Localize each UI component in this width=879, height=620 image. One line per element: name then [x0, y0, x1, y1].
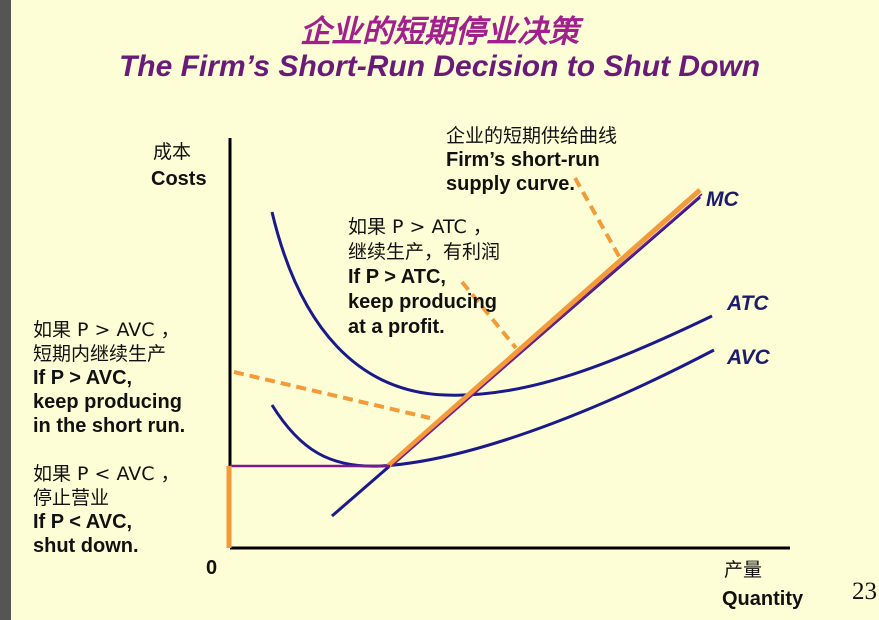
title-chinese: 企业的短期停业决策: [300, 14, 579, 50]
title-english: The Firm’s Short-Run Decision to Shut Do…: [118, 50, 761, 83]
slide-left-border: [0, 0, 11, 620]
profit-annotation-en1: If P > ATC,: [348, 266, 446, 288]
avc-curve: [270, 348, 715, 468]
mc-curve-upper: [391, 193, 703, 467]
shortrun-annotation: 如果 P > AVC ， 短期内继续生产 If P > AVC, keep pr…: [33, 318, 185, 438]
shutdown-annotation-cn1: 如果 P < AVC ，: [33, 463, 180, 485]
profit-annotation: 如果 P > ATC ， 继续生产，有利润 If P > ATC, keep p…: [348, 215, 500, 340]
mc-label: MC: [706, 188, 739, 211]
y-axis-label-en: Costs: [151, 168, 207, 190]
shutdown-annotation-en2: shut down.: [33, 535, 139, 557]
x-axis-label-en: Quantity: [722, 588, 804, 610]
shutdown-annotation: 如果 P < AVC ， 停止营业 If P < AVC, shut down.: [33, 462, 180, 558]
shortrun-annotation-en1: If P > AVC,: [33, 367, 133, 389]
page-number: 23: [852, 578, 877, 605]
atc-curve: [270, 211, 713, 397]
y-axis-label-cn: 成本: [153, 141, 192, 163]
shortrun-annotation-en3: in the short run.: [33, 415, 186, 437]
supply-curve: [386, 188, 702, 468]
profit-annotation-en2: keep producing: [348, 291, 497, 313]
shutdown-annotation-cn2: 停止营业: [33, 487, 110, 509]
profit-annotation-cn1: 如果 P > ATC ，: [348, 216, 492, 238]
shortrun-annotation-en2: keep producing: [33, 391, 182, 413]
shutdown-annotation-en1: If P < AVC,: [33, 511, 133, 533]
shortrun-annotation-cn2: 短期内继续生产: [33, 343, 167, 365]
supply-annotation-cn: 企业的短期供给曲线: [446, 125, 618, 147]
supply-annotation: 企业的短期供给曲线 Firm’s short-run supply curve.: [446, 124, 617, 196]
x-axis-label-cn: 产量: [724, 559, 763, 581]
profit-annotation-en3: at a profit.: [348, 316, 445, 338]
shortrun-pointer: [233, 370, 431, 420]
profit-annotation-cn2: 继续生产，有利润: [348, 241, 501, 263]
avc-label: AVC: [727, 346, 770, 369]
atc-label: ATC: [727, 292, 769, 315]
shortrun-annotation-cn1: 如果 P > AVC ，: [33, 319, 180, 341]
profit-pointer: [460, 280, 518, 350]
supply-annotation-en2: supply curve.: [446, 173, 575, 195]
origin-label: 0: [206, 557, 218, 579]
supply-annotation-en1: Firm’s short-run: [446, 149, 600, 171]
